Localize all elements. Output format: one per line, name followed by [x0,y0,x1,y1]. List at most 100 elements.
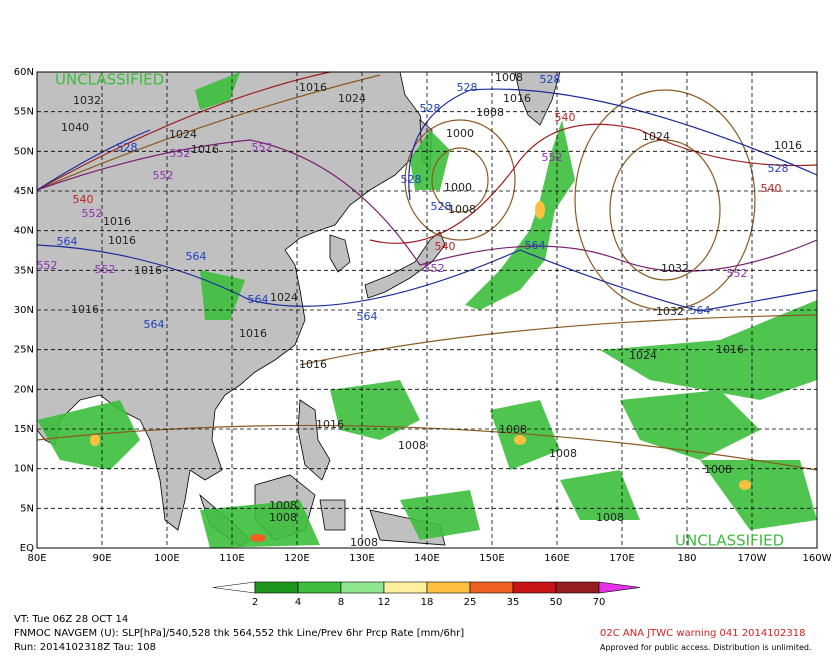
lat-label: 25N [14,345,34,356]
colorbar-segment [426,581,471,594]
lon-label: 150E [479,553,504,564]
colorbar-label: 18 [421,597,434,608]
contour-label: 564 [525,239,546,252]
colorbar-segment [512,581,557,594]
contour-label: 1000 [446,127,474,140]
lon-label: 110E [219,553,244,564]
colorbar-segment [297,581,342,594]
contour-label: 552 [424,262,445,275]
contour-label: 552 [252,141,273,154]
colorbar-label: 12 [378,597,391,608]
lat-label: 55N [14,107,34,118]
lon-label: 170E [609,553,634,564]
contour-label: 564 [144,318,165,331]
contour-label: 552 [542,151,563,164]
contour-label: 1008 [350,536,378,549]
contour-label: 1024 [338,92,366,105]
lat-label: 40N [14,226,34,237]
colorbar-segment [555,581,600,594]
contour-label: 1008 [549,447,577,460]
contour-label: 540 [435,240,456,253]
contour-label: 540 [73,193,94,206]
lon-label: 130E [349,553,374,564]
contour-label: 1016 [299,358,327,371]
contour-label: 552 [82,207,103,220]
classification: UNCLASSIFIED [675,532,784,550]
contour-label: 1008 [398,439,426,452]
colorbar-segment [254,581,299,594]
contour-label: 528 [431,200,452,213]
lon-label: 160W [803,553,832,564]
contour-label: 1016 [134,264,162,277]
lat-label: EQ [20,543,34,554]
contour-label: 1008 [476,106,504,119]
lat-label: 15N [14,424,34,435]
contour-label: 1032 [73,94,101,107]
contour-label: 1024 [629,349,657,362]
contour-label: 1008 [495,71,523,84]
contour-label: 1024 [270,291,298,304]
contour-label: 552 [95,263,116,276]
lon-label: 100E [154,553,179,564]
lat-label: 50N [14,146,34,157]
colorbar-label: 8 [338,597,344,608]
contour-label: 552 [153,169,174,182]
lon-label: 90E [92,553,111,564]
contour-label: 1016 [191,143,219,156]
contour-label: 1016 [239,327,267,340]
contour-label: 528 [420,102,441,115]
contour-label: 1008 [269,511,297,524]
colorbar-segment [469,581,514,594]
lon-label: 80E [27,553,46,564]
lon-label: 160E [544,553,569,564]
contour-label: 1040 [61,121,89,134]
lat-label: 20N [14,384,34,395]
contour-label: 1008 [499,423,527,436]
colorbar-segment [383,581,428,594]
colorbar-label: 50 [550,597,563,608]
lat-label: 30N [14,305,34,316]
colorbar-under [212,581,256,594]
contour-label: 528 [401,173,422,186]
lat-label: 60N [14,67,34,78]
contour-label: 552 [727,267,748,280]
colorbar-label: 2 [252,597,258,608]
colorbar-label: 70 [593,597,606,608]
contour-label: 1008 [448,203,476,216]
contour-label: 1016 [316,418,344,431]
colorbar-segment [340,581,385,594]
contour-label: 1008 [596,511,624,524]
colorbar-label: 4 [295,597,301,608]
lon-label: 170W [738,553,767,564]
lon-label: 140E [414,553,439,564]
heavy-precipitation [90,201,751,542]
run: Run: 2014102318Z Tau: 108 [14,642,156,653]
contour-label: 564 [248,293,269,306]
colorbar-label: 35 [507,597,520,608]
product: FNMOC NAVGEM (U): SLP[hPa]/540,528 thk 5… [14,628,464,639]
valid-time: VT: Tue 06Z 28 OCT 14 [14,614,128,625]
contour-label: 528 [768,162,789,175]
contour-label: 552 [170,147,191,160]
warning: 02C ANA JTWC warning 041 2014102318 [600,628,805,639]
contour-label: 1024 [642,130,670,143]
map-frame [36,71,818,549]
contour-label: 1016 [103,215,131,228]
lat-label: 35N [14,265,34,276]
contour-label: 1032 [661,262,689,275]
contour-label: 564 [186,250,207,263]
contour-label: 1008 [704,463,732,476]
contour-label: 564 [690,304,711,317]
release: Approved for public access. Distribution… [600,643,812,652]
contour-label: 1016 [71,303,99,316]
colorbar-label: 25 [464,597,477,608]
lon-label: 120E [284,553,309,564]
colorbar-over [598,581,641,594]
classification: UNCLASSIFIED [55,71,164,89]
contour-label: 1000 [444,181,472,194]
contour-label: 1016 [299,81,327,94]
contours [36,71,818,471]
lat-label: 10N [14,464,34,475]
contour-label: 1008 [269,499,297,512]
